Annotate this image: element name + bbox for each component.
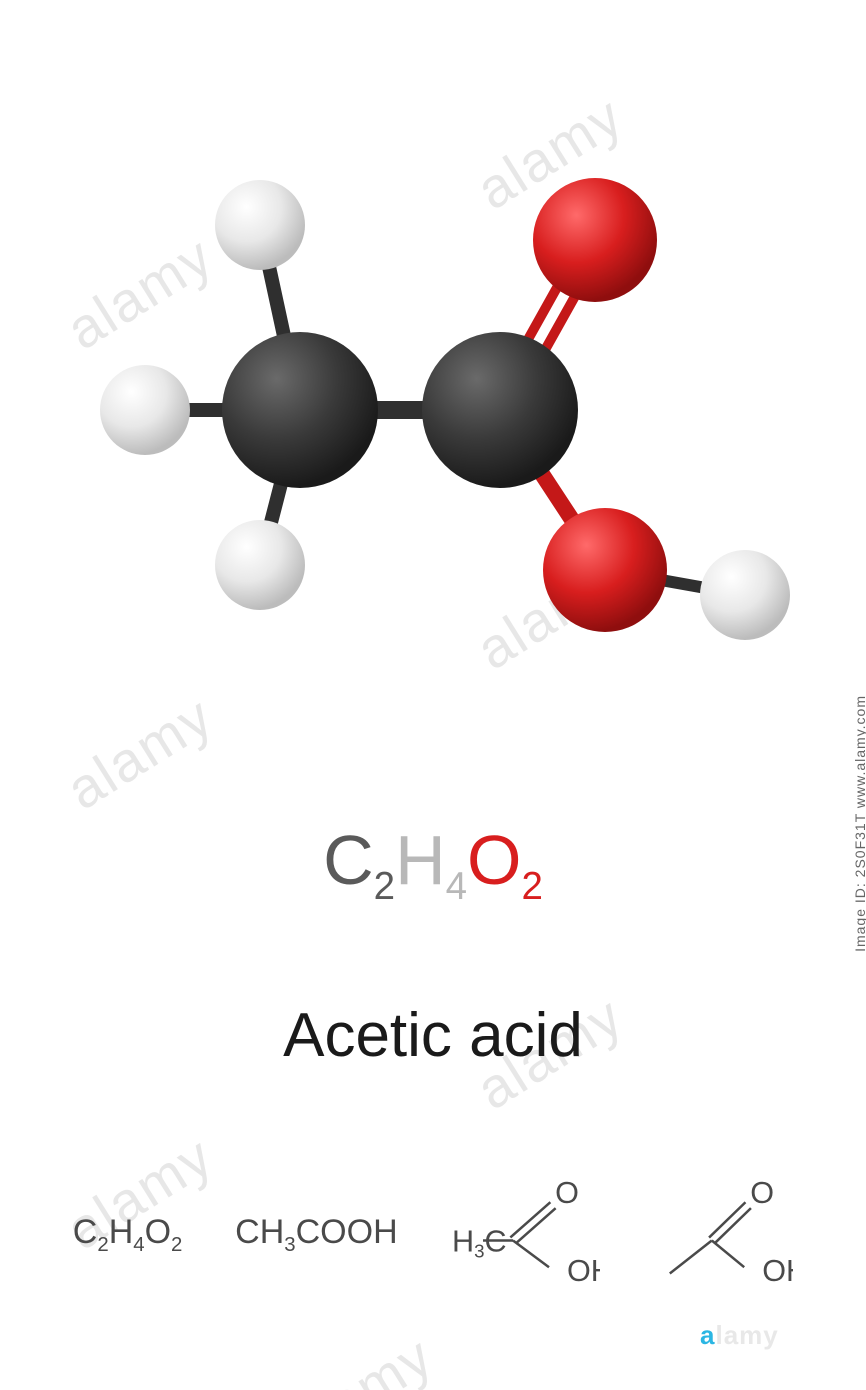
svg-text:OH: OH [762,1254,793,1288]
watermark-text: alamy [275,1323,445,1390]
compound-name: Acetic acid [0,1000,866,1071]
alternate-formulas-row: C2H4O2 CH3COOH O OH H3C O OH [0,1180,866,1290]
logo-rest: lamy [715,1320,778,1350]
diagram-canvas: alamyalamyalamyalamyalamyalamyalamy C2H4… [0,0,866,1390]
formula-subscript: 4 [446,865,467,908]
formula-subscript: 2 [522,865,543,908]
atom-h [215,180,305,270]
svg-text:O: O [556,1180,580,1210]
atom-h [215,520,305,610]
image-id-watermark: Image ID: 2S0F31T www.alamy.com [852,695,866,952]
svg-text:H3C: H3C [452,1224,507,1261]
svg-text:O: O [750,1180,774,1210]
formula-text-1: CH3COOH [235,1213,397,1257]
molecular-formula-colored: C2H4O2 [0,820,866,909]
atom-c [222,332,378,488]
atom-o [533,178,657,302]
formula-subscript: 2 [374,865,395,908]
atom-h [100,365,190,455]
atom-o [543,508,667,632]
atom-h [700,550,790,640]
formula-struct-2: O OH H3C [450,1180,600,1290]
molecule-model [0,30,866,730]
formula-element: H [395,821,446,899]
structural-formula: O OH H3C [450,1180,600,1290]
alamy-logo: alamy [700,1320,779,1351]
formula-element: O [467,821,521,899]
formula-text-0: C2H4O2 [73,1213,183,1257]
formula-element: C [323,821,374,899]
atom-c [422,332,578,488]
formula-struct-3: O OH [653,1180,793,1290]
structural-formula: O OH [653,1180,793,1290]
svg-text:OH: OH [567,1254,600,1288]
logo-letter-a: a [700,1320,715,1350]
